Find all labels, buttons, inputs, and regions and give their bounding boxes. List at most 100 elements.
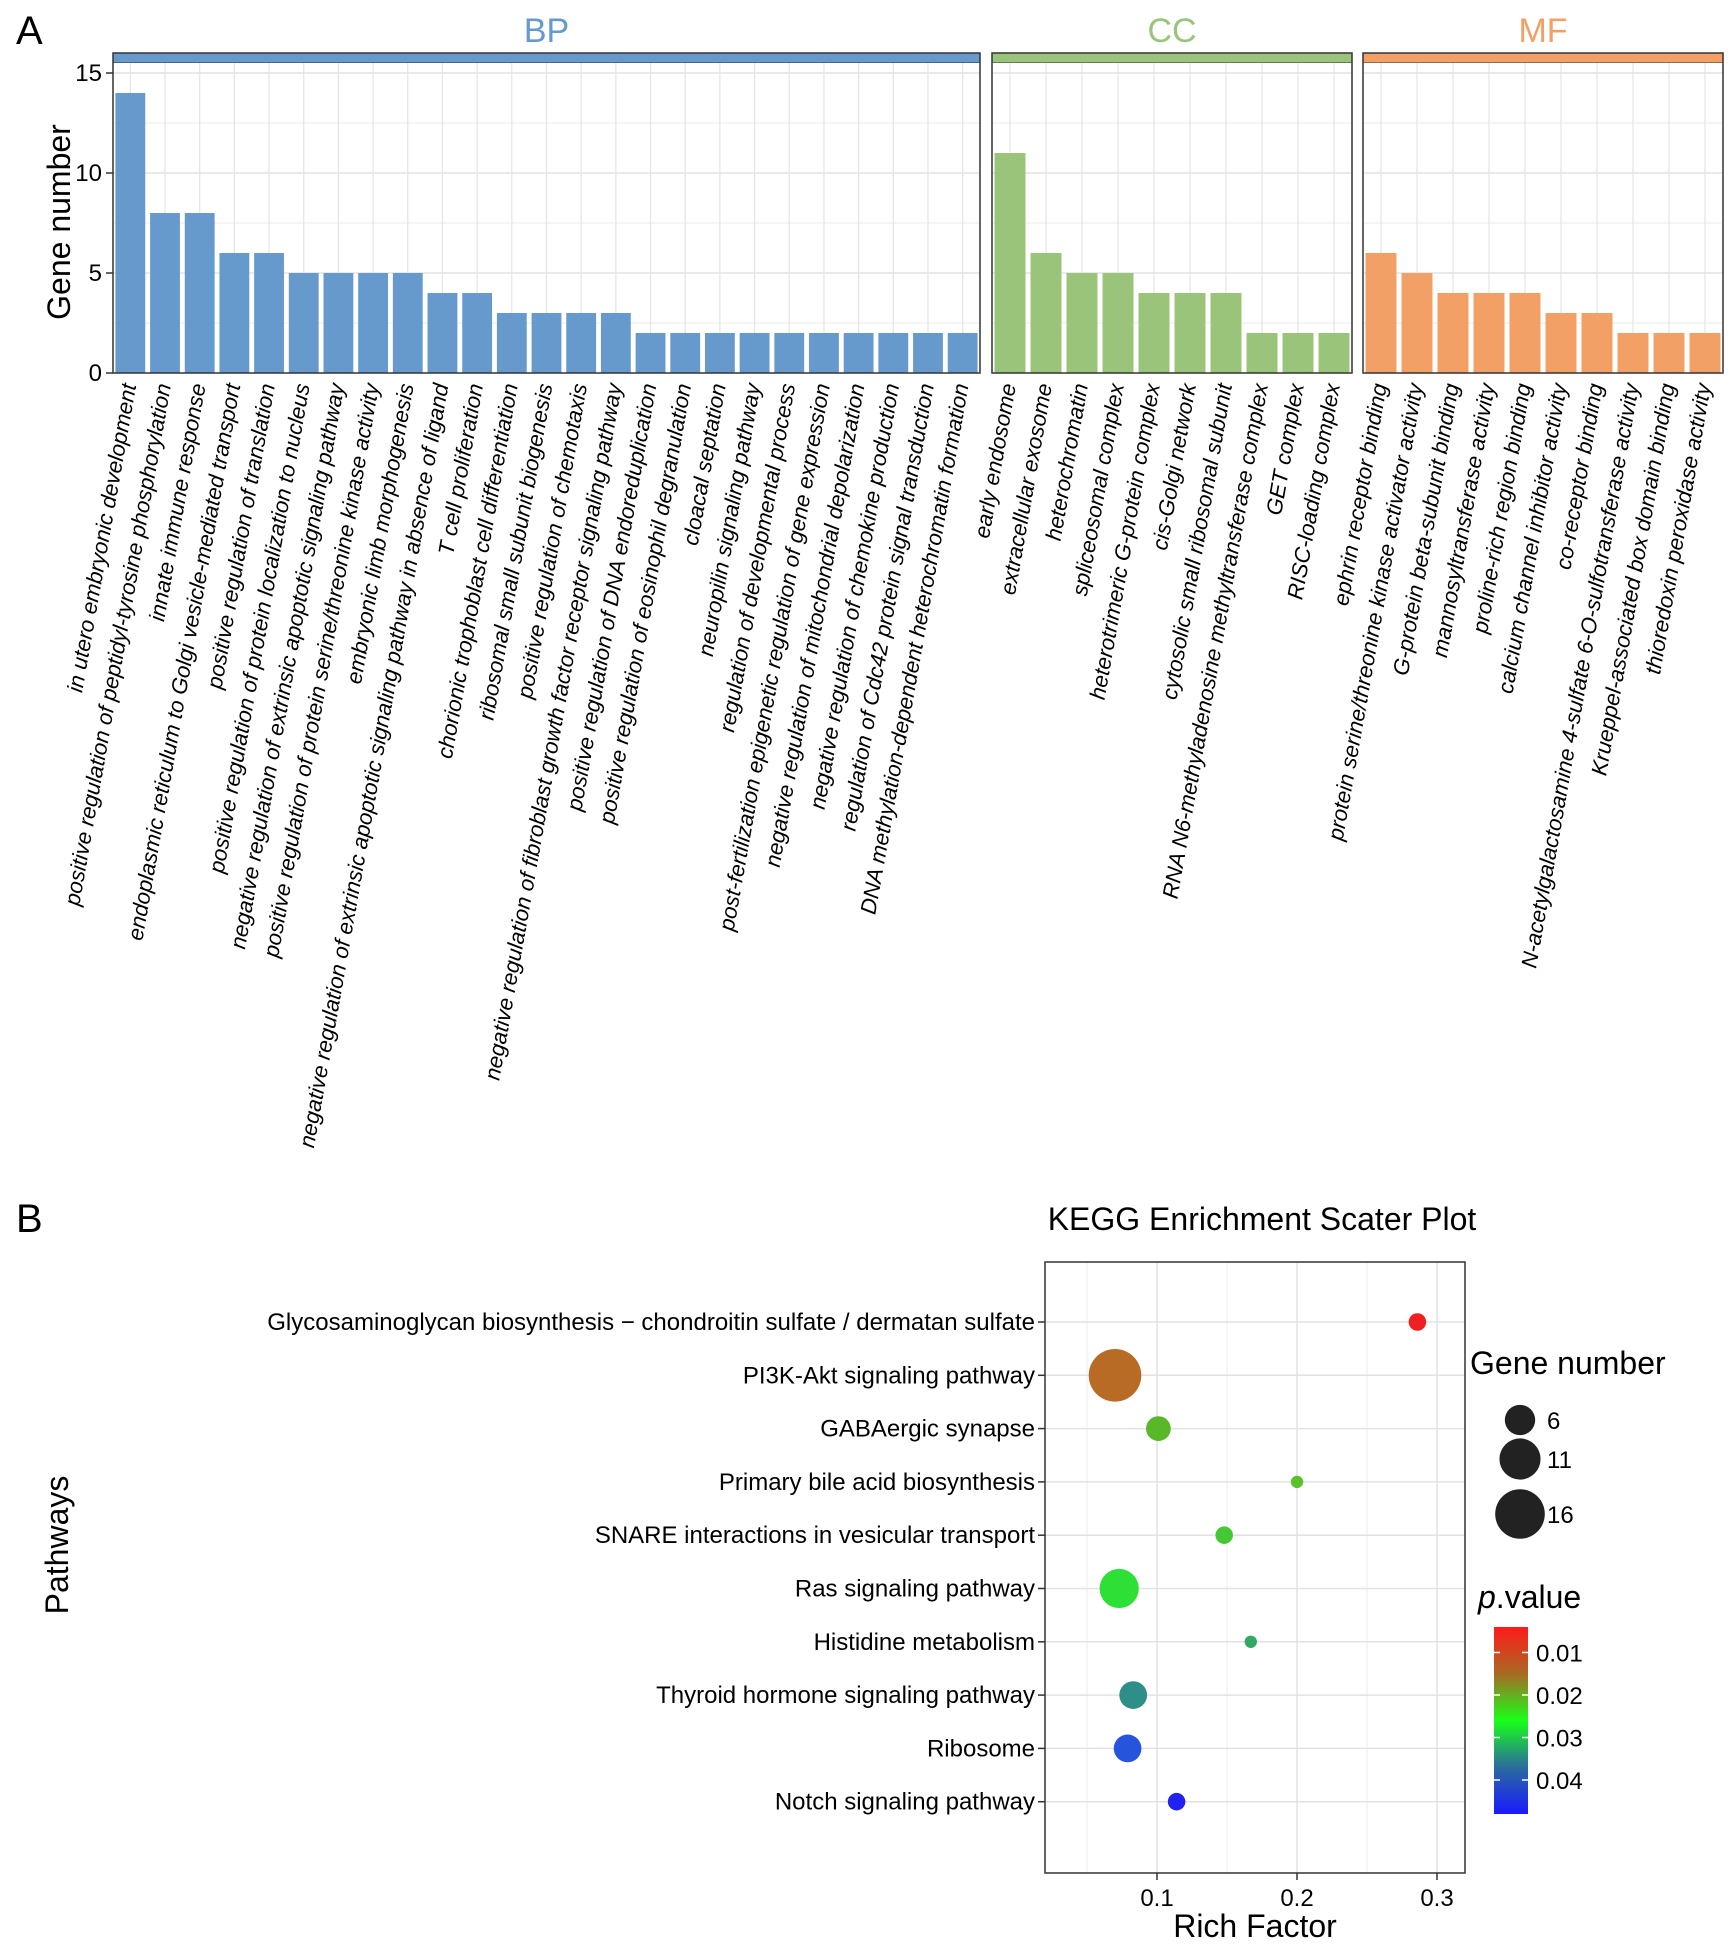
pathway-label: Thyroid hormone signaling pathway <box>656 1682 1035 1709</box>
bar-cc-4 <box>1102 273 1134 373</box>
bar-bp-24 <box>913 333 943 373</box>
bar-mf-6 <box>1545 313 1577 373</box>
color-bar-label: 0.01 <box>1536 1641 1583 1668</box>
bar-bp-18 <box>704 333 735 373</box>
bar-mf-10 <box>1689 333 1721 373</box>
pathway-label: GABAergic synapse <box>820 1416 1035 1443</box>
panel-a-letter: A <box>16 9 43 53</box>
bar-bp-4 <box>219 253 250 373</box>
color-bar-label: 0.02 <box>1536 1683 1583 1710</box>
bar-bp-7 <box>323 273 354 373</box>
pathway-label: Ras signaling pathway <box>795 1576 1035 1603</box>
point-7 <box>1244 1635 1258 1649</box>
point-8 <box>1119 1681 1148 1709</box>
bar-mf-8 <box>1617 333 1649 373</box>
size-legend-label: 11 <box>1547 1447 1572 1474</box>
y-axis-title: Gene number <box>41 124 77 320</box>
facet-border <box>1362 52 1724 374</box>
facet-label: MF <box>1518 12 1567 50</box>
facet-border <box>112 52 981 374</box>
x-tick-label: 0.2 <box>1280 1885 1313 1912</box>
bar-bp-8 <box>358 273 389 373</box>
pathway-label: Notch signaling pathway <box>775 1789 1035 1816</box>
facet-strip <box>991 52 1353 64</box>
y-tick-label: 5 <box>89 260 102 287</box>
bar-bp-10 <box>427 293 458 373</box>
chart-title: KEGG Enrichment Scater Plot <box>1048 1201 1477 1237</box>
bar-bp-2 <box>150 213 180 373</box>
facet-label: CC <box>1147 12 1196 50</box>
plot-border <box>1044 1261 1466 1874</box>
x-axis-title: Rich Factor <box>1173 1908 1337 1944</box>
point-1 <box>1408 1313 1427 1331</box>
y-axis-title: Pathways <box>39 1476 75 1615</box>
bar-mf-5 <box>1509 293 1541 373</box>
pathway-label: SNARE interactions in vesicular transpor… <box>595 1522 1036 1549</box>
bar-bp-1 <box>115 93 146 373</box>
bar-cc-6 <box>1174 293 1206 373</box>
bar-mf-7 <box>1581 313 1613 373</box>
x-tick-label: 0.1 <box>1140 1885 1173 1912</box>
kegg-scatter-plot: KEGG Enrichment Scater Plot Glycosaminogl… <box>39 1201 1666 1944</box>
point-10 <box>1167 1792 1186 1811</box>
point-5 <box>1215 1526 1233 1544</box>
bar-cc-5 <box>1138 293 1170 373</box>
bar-mf-2 <box>1401 273 1433 373</box>
y-tick-label: 15 <box>75 60 102 87</box>
bar-bp-6 <box>288 273 319 373</box>
bar-cc-8 <box>1246 333 1278 373</box>
bar-bp-9 <box>392 273 423 373</box>
bar-bp-25 <box>947 333 978 373</box>
pathway-label: Glycosaminoglycan biosynthesis − chondro… <box>267 1309 1035 1336</box>
size-legend-label: 6 <box>1547 1408 1560 1435</box>
bar-bp-17 <box>670 333 701 373</box>
bar-bp-14 <box>566 313 597 373</box>
panel-b-letter: B <box>16 1197 43 1241</box>
bar-cc-7 <box>1210 293 1242 373</box>
color-bar-label: 0.03 <box>1536 1726 1583 1753</box>
point-4 <box>1290 1475 1304 1489</box>
point-6 <box>1099 1568 1139 1609</box>
bar-bp-13 <box>531 313 562 373</box>
bar-bp-12 <box>496 313 527 373</box>
bar-bp-21 <box>809 333 839 373</box>
color-legend-title-italic: p <box>1477 1579 1496 1615</box>
y-tick-label: 0 <box>89 360 102 387</box>
bar-bp-19 <box>739 333 770 373</box>
facet-border <box>991 52 1353 374</box>
size-legend-label: 16 <box>1547 1502 1574 1529</box>
bar-bp-5 <box>254 253 284 373</box>
pathway-label: Ribosome <box>927 1735 1035 1762</box>
size-legend-key <box>1495 1489 1545 1539</box>
color-bar <box>1494 1627 1528 1814</box>
bar-bp-23 <box>878 333 909 373</box>
facet-label: BP <box>524 12 569 50</box>
bar-cc-9 <box>1282 333 1314 373</box>
pathway-label: Histidine metabolism <box>814 1629 1035 1656</box>
color-legend-title-rest: .value <box>1496 1579 1581 1615</box>
bar-bp-15 <box>600 313 631 373</box>
facet-strip <box>112 52 981 64</box>
bar-bp-20 <box>774 333 805 373</box>
bar-cc-10 <box>1318 333 1350 373</box>
y-tick-label: 10 <box>75 160 102 187</box>
color-bar-label: 0.04 <box>1536 1768 1583 1795</box>
facet-strip <box>1362 52 1724 64</box>
bar-bp-22 <box>843 333 874 373</box>
size-legend-key <box>1504 1404 1536 1436</box>
color-legend-title: p.value <box>1477 1579 1581 1615</box>
bar-cc-3 <box>1066 273 1098 373</box>
x-tick-label: 0.3 <box>1420 1885 1453 1912</box>
point-3 <box>1146 1416 1171 1441</box>
bar-bp-11 <box>462 293 493 373</box>
bar-cc-1 <box>994 153 1026 373</box>
point-9 <box>1113 1734 1142 1763</box>
size-legend-key <box>1499 1438 1541 1480</box>
pathway-label: Primary bile acid biosynthesis <box>719 1469 1035 1496</box>
point-2 <box>1088 1348 1142 1402</box>
